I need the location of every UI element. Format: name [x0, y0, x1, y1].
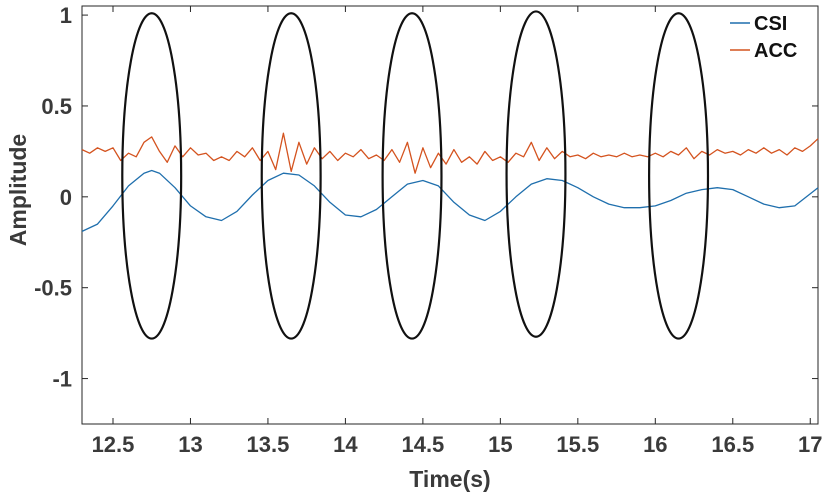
x-tick-label: 17: [798, 432, 822, 457]
annotation-ellipse-1: [121, 12, 183, 340]
annotation-ellipse-2: [260, 12, 322, 340]
legend-label-acc: ACC: [754, 40, 797, 62]
legend-box: [726, 6, 818, 68]
annotation-ellipse-4: [505, 10, 567, 338]
y-tick-label: 1: [60, 3, 72, 28]
plot-border: [81, 5, 819, 425]
y-tick-label: -0.5: [34, 276, 72, 301]
x-tick-label: 13: [178, 432, 202, 457]
y-axis-label: Amplitude: [5, 134, 31, 246]
x-axis-label: Time(s): [409, 466, 490, 492]
legend-label-csi: CSI: [754, 13, 787, 35]
legend: CSI ACC: [726, 6, 818, 68]
x-tick-label: 14.5: [401, 432, 444, 457]
series-line-acc: [81, 132, 819, 174]
x-tick-label: 14: [333, 432, 358, 457]
plot-area: [81, 5, 819, 425]
annotation-ellipse-3: [381, 12, 443, 340]
series-line-csi: [81, 169, 819, 232]
x-tick-label: 16: [643, 432, 667, 457]
series-layer: [81, 132, 819, 232]
y-axis-ticks: 1 0.5 0 -0.5 -1: [34, 3, 818, 392]
x-axis-ticks: 12.5 13 13.5 14 14.5 15 15.5 16 16.5 17: [92, 6, 822, 457]
x-tick-label: 15: [488, 432, 512, 457]
annotation-ellipse-5: [648, 12, 710, 340]
y-tick-label: -1: [52, 367, 72, 392]
y-tick-label: 0: [60, 185, 72, 210]
x-tick-label: 16.5: [711, 432, 754, 457]
x-tick-label: 15.5: [556, 432, 599, 457]
annotation-ellipses: [121, 10, 710, 340]
x-tick-label: 12.5: [92, 432, 135, 457]
x-tick-label: 13.5: [247, 432, 290, 457]
y-tick-label: 0.5: [41, 94, 72, 119]
